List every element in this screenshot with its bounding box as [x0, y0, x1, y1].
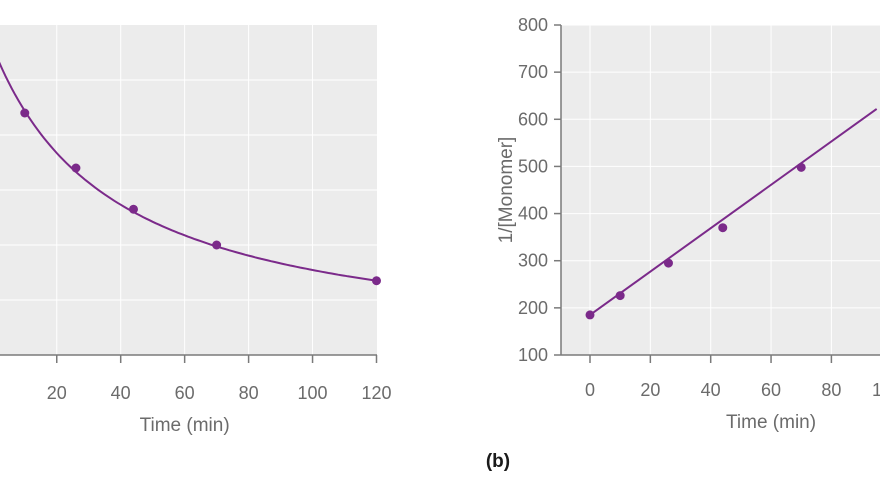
fit-line	[589, 108, 878, 316]
x-tick-label: 80	[239, 383, 259, 403]
x-tick-label: 20	[47, 383, 67, 403]
x-tick-label-clipped: 1	[872, 380, 880, 400]
x-tick-label: 60	[761, 380, 781, 400]
chart-panel-b: 100 200 300 400 500 600 700 800 0 20 40 60 80 1 Time (…	[496, 15, 880, 433]
x-axis-label: Time (min)	[726, 412, 816, 433]
data-point	[20, 108, 30, 118]
y-tick-label: 300	[518, 251, 548, 271]
y-axis-label: 1/[Monomer]	[496, 137, 517, 244]
chart-panel-a: 20 40 60 80 100 120 Time (min)	[0, 25, 392, 436]
y-tick-label: 200	[518, 298, 548, 318]
y-tick-label: 100	[518, 345, 548, 365]
data-point	[796, 162, 806, 172]
data-point	[128, 204, 138, 214]
data-point	[212, 240, 222, 250]
data-point	[615, 291, 625, 301]
plot-background	[561, 25, 880, 355]
x-axis-label: Time (min)	[140, 415, 230, 436]
x-tick-label: 40	[701, 380, 721, 400]
x-tick-label: 40	[111, 383, 131, 403]
data-point	[71, 163, 81, 173]
data-point	[718, 223, 728, 233]
y-tick-label: 600	[518, 109, 548, 129]
panel-b-label: (b)	[486, 451, 510, 472]
x-tick-label: 20	[640, 380, 660, 400]
x-tick-label: 120	[361, 383, 391, 403]
y-tick-label: 400	[518, 204, 548, 224]
data-point	[663, 258, 673, 268]
y-tick-label: 800	[518, 15, 548, 35]
data-point	[372, 276, 381, 286]
x-tick-label: 80	[821, 380, 841, 400]
data-point	[585, 310, 595, 320]
x-tick-label: 100	[298, 383, 328, 403]
fit-curve	[0, 61, 377, 282]
y-tick-label: 700	[518, 62, 548, 82]
y-tick-label: 500	[518, 156, 548, 176]
x-tick-label: 60	[175, 383, 195, 403]
x-tick-label: 0	[585, 380, 595, 400]
